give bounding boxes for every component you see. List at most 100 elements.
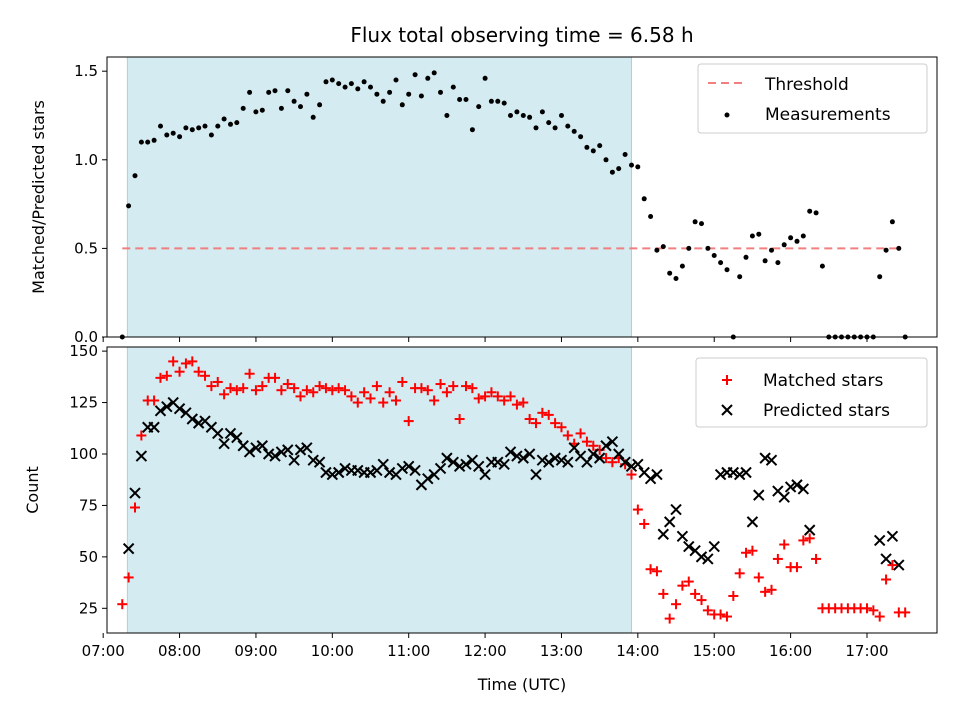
measurement-point [737,274,743,280]
predicted-star-point [702,553,714,565]
predicted-star-point [778,491,790,503]
predicted-star-point [670,503,682,516]
matched-star-point [200,370,211,381]
matched-star-point [492,391,503,402]
top-axes-frame [106,56,938,338]
predicted-star-point [402,460,415,473]
predicted-star-point [746,516,759,528]
measurement-point [635,164,641,170]
measurement-point [412,72,418,78]
matched-star-point [486,387,497,398]
matched-star-point [607,457,618,468]
measurement-point [546,120,552,126]
measurement-point [699,221,704,227]
predicted-star-point [555,454,568,466]
measurement-point [508,113,513,118]
measurement-point [228,121,233,127]
matched-star-point [874,611,885,622]
predicted-star-point [562,456,574,468]
matched-stars-series [117,356,911,624]
measurement-point [813,210,819,216]
predicted-star-point [740,466,752,479]
measurement-point [539,109,545,115]
matched-star-point [550,418,561,429]
predicted-star-point [434,462,447,475]
matched-star-point [206,381,217,392]
predicted-star-point [632,458,644,470]
matched-star-point [798,535,809,546]
measurement-point [794,238,800,244]
bottom-y-tick-label: 75 [79,496,98,514]
predicted-star-point [874,534,886,547]
predicted-star-point [250,442,262,454]
matched-star-point [861,603,872,614]
measurement-point [317,102,323,108]
matched-star-point [187,356,198,367]
measurement-point [724,267,730,273]
measurement-point [425,75,431,81]
predicted-star-point [543,456,555,468]
measurement-point [743,254,749,260]
matched-star-point [365,393,376,404]
matched-star-point [721,611,732,622]
predicted-star-point [803,524,816,536]
measurement-point [749,233,755,239]
predicted-star-point [568,442,580,454]
measurement-point [718,260,724,266]
predicted-star-point [791,479,803,491]
matched-star-point [289,383,300,394]
measurement-point [355,86,361,92]
matched-star-point [320,383,331,394]
predicted-star-point [275,446,288,458]
matched-star-point [728,590,739,601]
predicted-star-point [352,464,364,477]
matched-star-point [276,385,287,396]
matched-star-point [658,588,669,599]
measurement-point [527,114,533,120]
shaded-observing-window-bottom [126,346,632,634]
predicted-star-point [886,530,899,543]
predicted-star-point [759,452,771,464]
matched-star-point [403,416,414,427]
matched-star-point [537,407,548,418]
predicted-star-point [339,462,351,475]
legend-predicted-swatch [721,404,733,416]
measurement-point [482,75,488,81]
predicted-star-point [651,468,663,481]
predicted-star-point [282,444,294,456]
matched-star-point [524,414,535,425]
x-tick-label: 16:00 [769,642,812,660]
matched-star-point [378,397,389,408]
matched-star-point [690,588,701,599]
predicted-star-point [663,516,676,528]
measurement-point [654,247,660,253]
measurement-point [788,235,794,241]
x-tick-label: 17:00 [845,642,888,660]
matched-star-point [384,387,395,398]
measurement-point [488,98,494,104]
top-legend: Threshold Measurements [697,63,928,134]
matched-star-point [416,383,427,394]
predicted-star-point [307,454,319,466]
predicted-star-point [880,553,892,565]
matched-star-point [301,385,312,396]
matched-star-point [760,586,771,597]
legend-matched-label: Matched stars [763,371,883,391]
predicted-star-point [695,551,708,563]
matched-star-point [715,609,726,620]
measurement-point [253,109,259,115]
predicted-star-point [733,468,746,481]
legend-predicted-label: Predicted stars [763,401,890,421]
predicted-star-point [784,481,797,493]
measurement-point [571,128,577,134]
predicted-star-point [243,446,256,458]
measurement-point [164,132,170,138]
matched-star-point [257,381,268,392]
predicted-star-point [893,559,905,571]
matched-star-point [651,566,662,577]
measurement-point [329,77,335,83]
predicted-star-point [396,462,409,475]
measurement-point [348,81,354,87]
bottom-y-tick-label: 25 [79,599,98,617]
matched-star-point [161,370,172,381]
